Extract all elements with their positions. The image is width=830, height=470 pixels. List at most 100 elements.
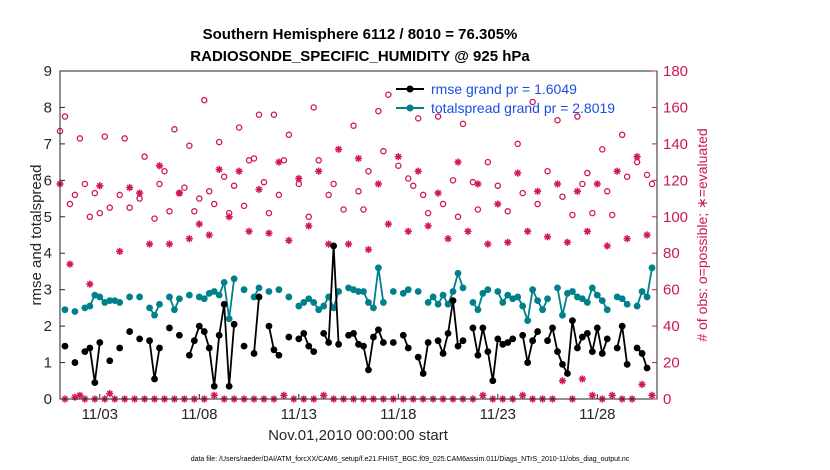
possible-obs-point — [494, 182, 502, 190]
evaluated-obs-point — [215, 165, 223, 173]
rmse-point — [549, 324, 556, 332]
possible-obs-point — [305, 213, 312, 221]
evaluated-obs-point — [384, 220, 392, 228]
possible-obs-point — [235, 124, 243, 131]
rmse-point — [414, 353, 422, 361]
rmse-point — [61, 342, 69, 350]
totalspread-point — [330, 304, 338, 312]
possible-obs-point — [554, 116, 561, 124]
rmse-point — [146, 337, 153, 345]
totalspread-point — [429, 293, 437, 301]
x-tick-label: 11/13 — [281, 406, 317, 423]
evaluated-obs-point — [145, 240, 154, 248]
possible-obs-point — [61, 113, 69, 120]
possible-obs-point — [544, 167, 551, 175]
possible-obs-point — [360, 206, 367, 213]
evaluated-obs-point — [519, 391, 527, 399]
x-ticks: 11/03 11/08 11/13 11/18 11/23 11/28 — [82, 394, 616, 423]
evaluated-obs-point — [534, 187, 542, 195]
totalspread-point — [444, 300, 452, 308]
totalspread-point — [225, 315, 233, 323]
x-tick-label: 11/28 — [579, 406, 615, 423]
totalspread-point — [578, 295, 586, 303]
totalspread-point — [320, 302, 328, 310]
legend-spread-marker — [406, 104, 414, 112]
possible-obs-point — [285, 131, 293, 139]
rmse-point — [81, 348, 89, 356]
evaluated-obs-point — [404, 227, 412, 235]
possible-obs-point — [196, 195, 203, 202]
x-tick-label: 11/08 — [181, 406, 217, 423]
possible-obs-point — [181, 184, 188, 191]
possible-obs-point — [574, 113, 581, 120]
evaluated-obs-point — [563, 238, 572, 246]
possible-obs-point — [454, 213, 462, 221]
possible-obs-point — [559, 193, 566, 200]
rmse-point — [205, 344, 213, 352]
evaluated-obs-point — [608, 391, 616, 399]
evaluated-obs-point — [578, 375, 586, 383]
possible-obs-point — [161, 167, 168, 175]
evaluated-obs-point — [86, 280, 94, 288]
evaluated-obs-point — [285, 236, 293, 245]
evaluated-obs-point — [280, 391, 288, 399]
evaluated-obs-point — [603, 242, 611, 250]
rmse-point — [225, 382, 233, 390]
rmse-point — [270, 346, 278, 354]
totalspread-point — [469, 299, 477, 306]
possible-obs-point — [166, 208, 173, 215]
evaluated-obs-point — [394, 153, 402, 161]
possible-obs-point — [151, 215, 158, 222]
possible-obs-point — [608, 211, 616, 219]
rmse-point — [86, 344, 94, 352]
rmse-point — [633, 344, 641, 352]
rmse-point — [484, 348, 492, 356]
evaluated-obs-point — [643, 231, 651, 239]
rmse-point — [449, 297, 457, 304]
rmse-point — [250, 350, 258, 357]
evaluated-obs-point — [320, 391, 328, 399]
possible-obs-point — [265, 209, 273, 217]
possible-obs-point — [459, 120, 467, 128]
possible-obs-point — [534, 200, 541, 208]
rmse-point — [618, 322, 626, 330]
rmse-point — [310, 348, 318, 356]
possible-obs-point — [589, 209, 596, 217]
totalspread-point — [404, 286, 412, 294]
evaluated-obs-point — [414, 167, 422, 175]
possible-obs-point — [579, 180, 586, 188]
totalspread-point — [449, 288, 457, 295]
rmse-point — [379, 339, 387, 346]
evaluated-obs-point — [235, 167, 243, 175]
possible-obs-point — [623, 173, 631, 180]
rmse-point — [365, 366, 372, 374]
possible-obs-point — [310, 104, 317, 111]
possible-obs-point — [340, 206, 347, 213]
possible-obs-point — [71, 191, 79, 199]
y-tick-right-label: 160 — [663, 99, 688, 116]
rmse-point — [330, 242, 338, 250]
rmse-point — [230, 320, 238, 328]
evaluated-obs-point — [225, 213, 233, 221]
rmse-point — [638, 350, 646, 357]
totalspread-point — [176, 295, 183, 303]
totalspread-point — [295, 302, 303, 310]
possible-obs-point — [424, 209, 432, 217]
rmse-point — [578, 333, 586, 341]
x-tick-label: 11/23 — [480, 406, 516, 423]
evaluated-obs-point — [464, 227, 472, 235]
totalspread-point — [171, 306, 178, 314]
rmse-point — [588, 348, 596, 356]
x-tick-label: 11/03 — [82, 406, 118, 423]
y-tick-left-label: 3 — [44, 282, 52, 299]
rmse-point — [265, 322, 273, 330]
rmse-point — [404, 344, 412, 352]
totalspread-point — [355, 288, 362, 295]
totalspread-point — [569, 288, 576, 295]
totalspread-point — [583, 299, 591, 306]
totalspread-point — [265, 288, 273, 295]
evaluated-obs-point — [126, 184, 134, 192]
totalspread-point — [379, 299, 387, 306]
totalspread-point — [633, 302, 641, 310]
evaluated-obs-point — [504, 238, 512, 246]
